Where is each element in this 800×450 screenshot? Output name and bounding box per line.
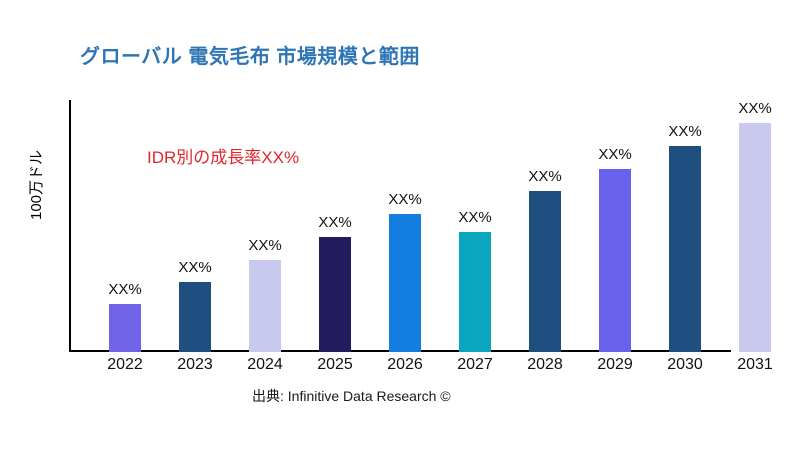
- bar-2025: [319, 237, 351, 352]
- x-tick-label-2030: 2030: [667, 356, 703, 373]
- bar-value-label-2023: XX%: [178, 259, 212, 276]
- bar-2030: [669, 146, 701, 352]
- bar-value-label-2027: XX%: [458, 209, 492, 226]
- x-tick-label-2025: 2025: [317, 356, 353, 373]
- x-tick-label-2027: 2027: [457, 356, 493, 373]
- bar-2031: [739, 123, 771, 352]
- bar-value-label-2022: XX%: [108, 281, 142, 298]
- bar-value-label-2029: XX%: [598, 146, 632, 163]
- bar-2022: [109, 304, 141, 352]
- source-attribution: 出典: Infinitive Data Research ©: [252, 388, 451, 404]
- x-tick-label-2028: 2028: [527, 356, 563, 373]
- chart-title: グローバル 電気毛布 市場規模と範囲: [80, 46, 420, 68]
- bar-2024: [249, 260, 281, 352]
- growth-rate-annotation: IDR別の成長率XX%: [147, 148, 300, 167]
- bar-value-label-2026: XX%: [388, 191, 422, 208]
- bar-value-label-2025: XX%: [318, 214, 352, 231]
- y-axis-line: [69, 100, 71, 352]
- bar-value-label-2031: XX%: [738, 100, 772, 117]
- bar-value-label-2028: XX%: [528, 168, 562, 185]
- bar-2029: [599, 169, 631, 352]
- x-tick-label-2022: 2022: [107, 356, 143, 373]
- x-tick-label-2024: 2024: [247, 356, 283, 373]
- bar-2027: [459, 232, 491, 352]
- x-tick-label-2029: 2029: [597, 356, 633, 373]
- bar-2028: [529, 191, 561, 352]
- bar-2026: [389, 214, 421, 352]
- x-tick-label-2031: 2031: [737, 356, 773, 373]
- bar-value-label-2030: XX%: [668, 123, 702, 140]
- bar-value-label-2024: XX%: [248, 237, 282, 254]
- x-tick-label-2026: 2026: [387, 356, 423, 373]
- bar-2023: [179, 282, 211, 352]
- x-tick-label-2023: 2023: [177, 356, 213, 373]
- y-axis-title: 100万ドル: [28, 149, 45, 221]
